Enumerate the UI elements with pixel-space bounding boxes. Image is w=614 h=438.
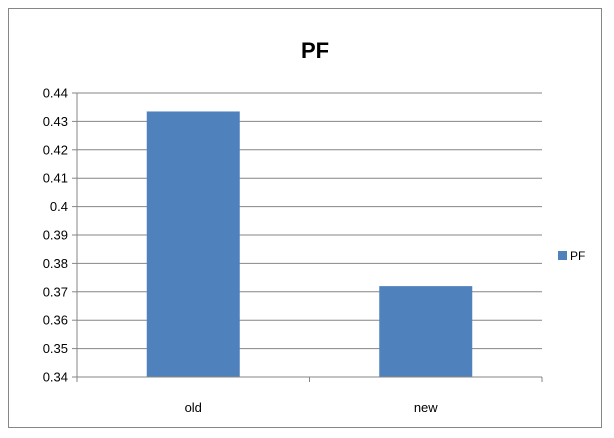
y-tick-label: 0.35 [43,341,68,356]
y-tick-label: 0.43 [43,114,68,129]
y-tick-label: 0.42 [43,142,68,157]
x-tick-label: new [414,400,438,415]
y-tick-label: 0.44 [43,86,68,101]
chart-title: PF [301,38,329,63]
legend: PF [558,249,585,263]
legend-label: PF [570,249,585,263]
y-tick-labels: 0.34 0.35 0.36 0.37 0.38 0.39 0.4 0.41 0.42 0.43 0… [43,86,68,385]
x-tick-labels: old new [185,400,439,415]
y-tick-label: 0.38 [43,256,68,271]
axes [72,92,543,382]
bar-new [379,286,473,377]
bars [146,111,473,378]
bar-old [146,111,240,378]
y-tick-label: 0.34 [43,370,68,385]
y-tick-label: 0.41 [43,171,68,186]
y-tick-label: 0.37 [43,284,68,299]
x-tick-label: old [185,400,202,415]
y-tick-label: 0.36 [43,313,68,328]
y-tick-label: 0.4 [50,199,68,214]
chart-area [8,8,602,428]
legend-swatch [558,251,567,260]
y-tick-label: 0.39 [43,228,68,243]
